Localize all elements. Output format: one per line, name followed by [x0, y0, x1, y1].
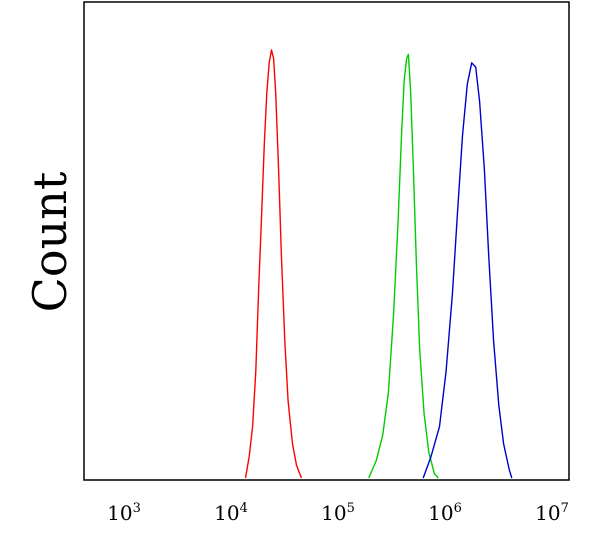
- y-axis-label: Count: [23, 171, 77, 312]
- x-axis-ticks: 103 104 105 106 107: [107, 501, 569, 525]
- histogram-series-1: [244, 49, 303, 479]
- x-tick-label-4: 106: [428, 501, 462, 525]
- histogram-series-2: [368, 53, 439, 479]
- x-tick-label-5: 107: [535, 501, 569, 525]
- histogram-series-3: [422, 62, 513, 479]
- series-layer: [244, 49, 513, 479]
- x-tick-label-3: 105: [321, 501, 355, 525]
- x-tick-label-1: 103: [107, 501, 141, 525]
- plot-frame: [83, 1, 570, 481]
- x-tick-label-2: 104: [214, 501, 248, 525]
